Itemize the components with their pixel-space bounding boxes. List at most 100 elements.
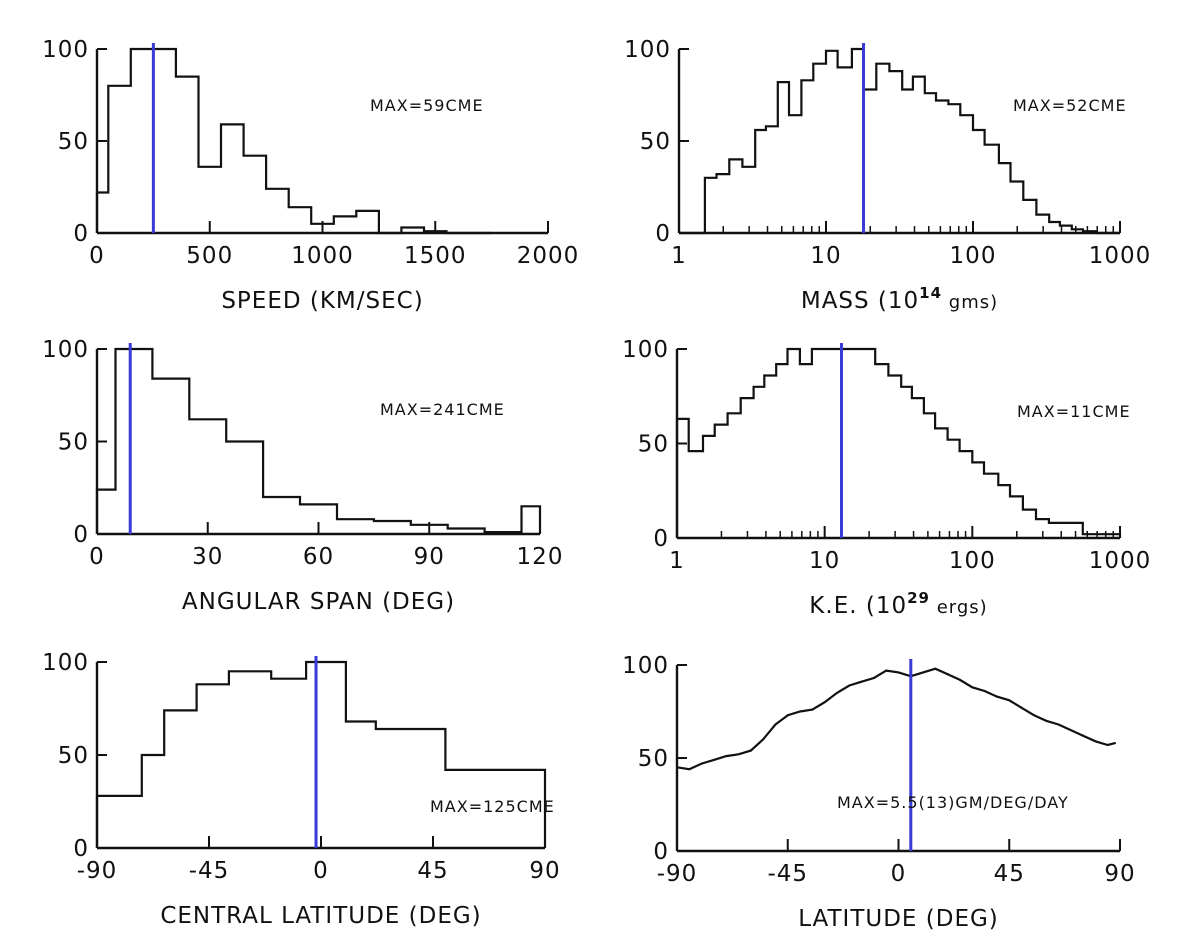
chart-panel-6: 0 50 100 -90 -45 0 45 90 MAX=5.5(13)GM/DEG/DAY LA…: [622, 653, 1135, 932]
histogram-bin: [912, 398, 924, 538]
histogram-bin: [289, 207, 312, 233]
histogram-bin: [197, 684, 229, 848]
histogram-bin: [999, 163, 1011, 233]
y-tick-label: 100: [42, 650, 89, 676]
x-tick-label: 1: [671, 243, 687, 269]
x-tick-label: 500: [186, 243, 233, 269]
histogram-bin: [1072, 523, 1083, 538]
histogram-series: [95, 660, 547, 848]
y-tick-label: 0: [73, 221, 89, 247]
y-tick-label: 50: [638, 746, 669, 772]
histogram-bin: [411, 525, 448, 534]
histogram-bin: [972, 462, 984, 538]
line-point: [799, 710, 802, 713]
y-tick-label: 50: [58, 743, 89, 769]
histogram-bin: [801, 80, 813, 233]
line-point: [1008, 699, 1011, 702]
y-tick-label: 100: [624, 37, 671, 63]
line-series: [676, 667, 1116, 771]
histogram-bin: [755, 130, 766, 233]
histogram-series: [95, 47, 492, 235]
histogram-bin: [717, 174, 730, 233]
histogram-bin: [1095, 534, 1107, 538]
line-point: [1045, 719, 1048, 722]
histogram-bin: [888, 375, 901, 538]
histogram-bin: [266, 189, 289, 233]
histogram-bin: [334, 216, 357, 233]
y-tick-label: 0: [73, 836, 89, 862]
histogram-bin: [826, 51, 838, 233]
histogram-series: [95, 347, 542, 534]
histogram-bin: [998, 485, 1010, 538]
line-point: [897, 671, 900, 674]
histogram-bin: [936, 101, 948, 233]
histogram-series: [675, 347, 1122, 538]
max-annotation: MAX=11CME: [1017, 402, 1131, 421]
x-tick-label: -90: [77, 858, 118, 884]
x-tick-label: 0: [313, 858, 329, 884]
x-tick-label: 90: [414, 544, 445, 570]
x-tick-label: 10: [809, 548, 840, 574]
histogram-bin: [300, 504, 337, 534]
histogram-bin: [889, 71, 902, 233]
x-tick-label: 100: [949, 548, 996, 574]
x-tick-label: 0: [89, 243, 105, 269]
histogram-bin: [960, 451, 973, 538]
y-tick-label: 50: [638, 432, 669, 458]
line-point: [1094, 740, 1097, 743]
histogram-bin: [271, 679, 306, 848]
histogram-bin: [142, 755, 164, 848]
histogram-bin: [448, 528, 485, 534]
histogram-bin: [97, 490, 115, 534]
y-tick-label: 0: [653, 526, 669, 552]
histogram-bin: [948, 440, 960, 538]
line-point: [786, 714, 789, 717]
y-tick-label: 100: [42, 337, 89, 363]
histogram-bin: [677, 419, 689, 538]
histogram-bin: [864, 89, 877, 233]
x-tick-label: 1: [669, 548, 685, 574]
y-tick-label: 50: [58, 430, 89, 456]
histogram-bin: [424, 231, 447, 233]
histogram-bin: [306, 662, 346, 848]
histogram-bin: [876, 64, 889, 233]
histogram-bin: [754, 387, 765, 538]
line-point: [946, 673, 949, 676]
histogram-bin: [960, 115, 973, 233]
y-tick-label: 50: [58, 129, 89, 155]
y-tick-label: 0: [73, 522, 89, 548]
x-tick-label: -90: [657, 861, 698, 887]
histogram-bin: [1036, 519, 1049, 538]
histogram-bin: [776, 364, 787, 538]
histogram-bin: [902, 89, 913, 233]
y-tick-label: 100: [42, 37, 89, 63]
histogram-bin: [164, 710, 196, 848]
histogram-bin: [244, 156, 267, 233]
histogram-bin: [875, 364, 888, 538]
x-tick-label: 1500: [404, 243, 467, 269]
line-point: [1057, 723, 1060, 726]
x-tick-label: -45: [767, 861, 808, 887]
histogram-bin: [935, 428, 947, 538]
histogram-bin: [152, 379, 189, 534]
line-point: [1114, 742, 1117, 745]
histogram-bin: [973, 130, 985, 233]
line-point: [1069, 729, 1072, 732]
line-point: [995, 695, 998, 698]
histogram-bin: [729, 159, 742, 233]
line-point: [774, 723, 777, 726]
histogram-bin: [1107, 534, 1120, 538]
x-axis-label: ANGULAR SPAN (DEG): [182, 589, 455, 615]
histogram-bin: [374, 521, 411, 534]
histogram-bin: [789, 115, 801, 233]
histogram-bin: [901, 387, 912, 538]
histogram-bin: [703, 436, 715, 538]
line-point: [823, 701, 826, 704]
line-point: [1032, 714, 1035, 717]
line-point: [762, 738, 765, 741]
line-point: [1106, 743, 1109, 746]
x-tick-label: 1000: [291, 243, 354, 269]
chart-panel-2: 0 50 100 1 10 100 1000 MAX=52CME MASS (1014 gms): [624, 37, 1150, 314]
